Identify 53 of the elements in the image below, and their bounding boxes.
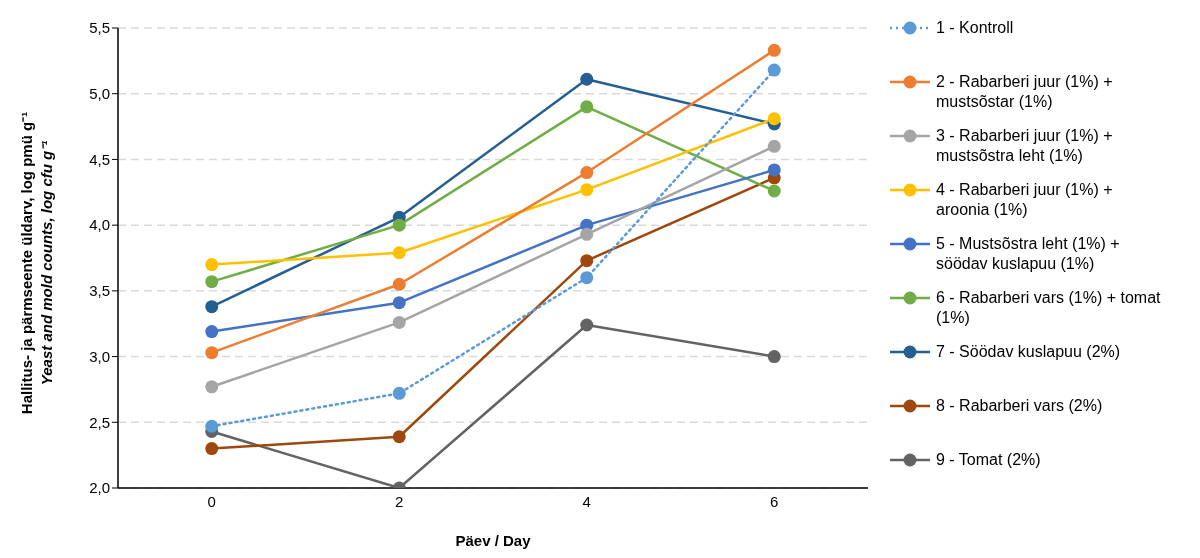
x-tick-label: 6 — [770, 492, 779, 510]
point — [580, 318, 594, 332]
point — [580, 254, 594, 268]
y-tick-label: 4,5 — [89, 150, 110, 168]
point — [767, 163, 781, 177]
legend-label: 9 - Tomat (2%) — [936, 450, 1042, 470]
point — [767, 43, 781, 57]
point — [392, 386, 406, 400]
point — [392, 218, 406, 232]
x-tick-label: 4 — [582, 492, 591, 510]
point — [392, 315, 406, 329]
point — [767, 350, 781, 364]
legend-label: 2 - Rabarberi juur (1%) + mustsõstar (1%) — [936, 72, 1114, 112]
legend-label: 6 - Rabarberi vars (1%) + tomat (1%) — [936, 288, 1162, 328]
x-tick-label: 2 — [395, 492, 404, 510]
point — [392, 296, 406, 310]
point — [205, 300, 219, 314]
x-tick-label: 0 — [207, 492, 216, 510]
point — [767, 184, 781, 198]
y-tick-label: 5,5 — [89, 19, 110, 37]
point — [392, 246, 406, 260]
point — [205, 346, 219, 360]
point — [580, 166, 594, 180]
point — [205, 442, 219, 456]
point — [392, 277, 406, 291]
legend-label: 5 - Mustsõstra leht (1%) + söödav kuslapuu (1%) — [936, 234, 1121, 274]
y-tick-label: 4,0 — [89, 216, 110, 234]
point — [767, 63, 781, 77]
y-tick-label: 3,5 — [89, 282, 110, 300]
point — [767, 139, 781, 153]
point — [580, 72, 594, 86]
point — [580, 271, 594, 285]
x-axis-title: Päev / Day — [455, 532, 532, 549]
legend-label: 1 - Kontroll — [936, 18, 1015, 38]
point — [767, 112, 781, 126]
y-tick-label: 2,0 — [89, 479, 110, 497]
point — [205, 419, 219, 433]
y-axis-title: Hallitus- ja pärmseente üldarv, log pmü g⁻¹ Yeast and mold counts, log cfu g⁻¹ — [18, 111, 55, 415]
legend-label: 7 - Söödav kuslapuu (2%) — [936, 342, 1122, 362]
y-tick-label: 5,0 — [89, 85, 110, 103]
point — [580, 227, 594, 241]
point — [205, 258, 219, 272]
legend-label: 3 - Rabarberi juur (1%) + mustsõstra leht (1%) — [936, 126, 1114, 166]
legend-label: 8 - Rabarberi vars (2%) — [936, 396, 1104, 416]
point — [205, 380, 219, 394]
point — [392, 430, 406, 444]
y-tick-label: 3,0 — [89, 347, 110, 365]
point — [205, 275, 219, 289]
y-tick-label: 2,5 — [89, 413, 110, 431]
point — [580, 100, 594, 114]
point — [580, 183, 594, 197]
legend-label: 4 - Rabarberi juur (1%) + aroonia (1%) — [936, 180, 1114, 220]
point — [205, 325, 219, 339]
